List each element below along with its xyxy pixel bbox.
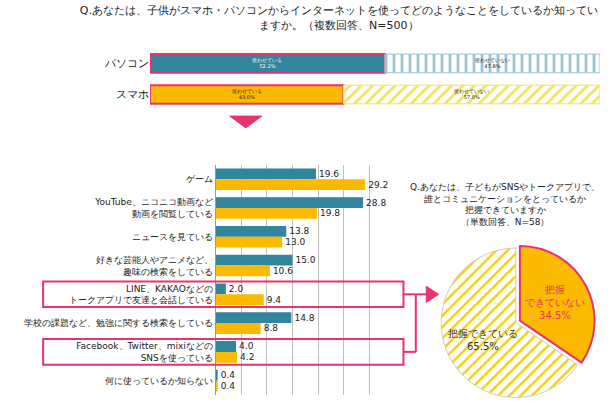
svg-text:10.6: 10.6 (273, 266, 293, 276)
svg-text:LINE、KAKAOなどのトークアプリで友達と会話している: LINE、KAKAOなどのトークアプリで友達と会話している (69, 284, 213, 306)
svg-text:Q.あなたは、子供がスマホ・パソコンからインターネットを使っ: Q.あなたは、子供がスマホ・パソコンからインターネットを使ってどのようなことをし… (80, 4, 598, 31)
svg-text:使わせている43.0%: 使わせている43.0% (232, 88, 262, 101)
svg-text:使わせていない57.0%: 使わせていない57.0% (454, 88, 489, 101)
svg-text:使わせている52.2%: 使わせている52.2% (252, 57, 282, 70)
svg-text:把握できている65.5%: 把握できている65.5% (448, 328, 518, 352)
svg-text:13.8: 13.8 (289, 226, 309, 236)
svg-text:19.8: 19.8 (320, 208, 340, 218)
svg-text:2.0: 2.0 (229, 284, 244, 294)
svg-text:ニュースを見ている: ニュースを見ている (132, 232, 213, 242)
svg-text:4.0: 4.0 (239, 341, 254, 351)
svg-text:4.2: 4.2 (240, 352, 254, 362)
svg-text:29.2: 29.2 (368, 180, 388, 190)
svg-text:Q.あなたは、子どもがSNSやトークアプリで、誰とコミュニケ: Q.あなたは、子どもがSNSやトークアプリで、誰とコミュニケーションをとっている… (410, 182, 600, 227)
svg-text:15.0: 15.0 (295, 255, 315, 265)
svg-text:スマホ: スマホ (116, 88, 149, 101)
svg-text:使わせていない47.8%: 使わせていない47.8% (475, 57, 510, 70)
svg-text:19.6: 19.6 (319, 169, 339, 179)
svg-text:0.4: 0.4 (221, 381, 236, 391)
svg-text:13.0: 13.0 (285, 237, 305, 247)
svg-text:14.8: 14.8 (294, 313, 314, 323)
svg-text:YouTube、ニコニコ動画など動画を閲覧している: YouTube、ニコニコ動画など動画を閲覧している (94, 197, 213, 219)
svg-text:何に使っているか知らない: 何に使っているか知らない (105, 376, 213, 386)
svg-text:0.4: 0.4 (221, 370, 236, 380)
svg-text:パソコン: パソコン (104, 57, 149, 70)
svg-text:9.4: 9.4 (267, 295, 282, 305)
svg-text:28.8: 28.8 (366, 198, 386, 208)
svg-text:Facebook、Twitter、mixiなどのSNSを使っ: Facebook、Twitter、mixiなどのSNSを使っている (76, 341, 213, 363)
svg-text:好きな芸能人やアニメなど、趣味の検索をしている: 好きな芸能人やアニメなど、趣味の検索をしている (96, 255, 213, 277)
svg-text:学校の課題など、勉強に関する検索をしている: 学校の課題など、勉強に関する検索をしている (24, 318, 213, 328)
svg-text:8.8: 8.8 (264, 323, 279, 333)
svg-text:把握できていない34.5%: 把握できていない34.5% (525, 284, 585, 321)
svg-text:ゲーム: ゲーム (186, 174, 213, 184)
